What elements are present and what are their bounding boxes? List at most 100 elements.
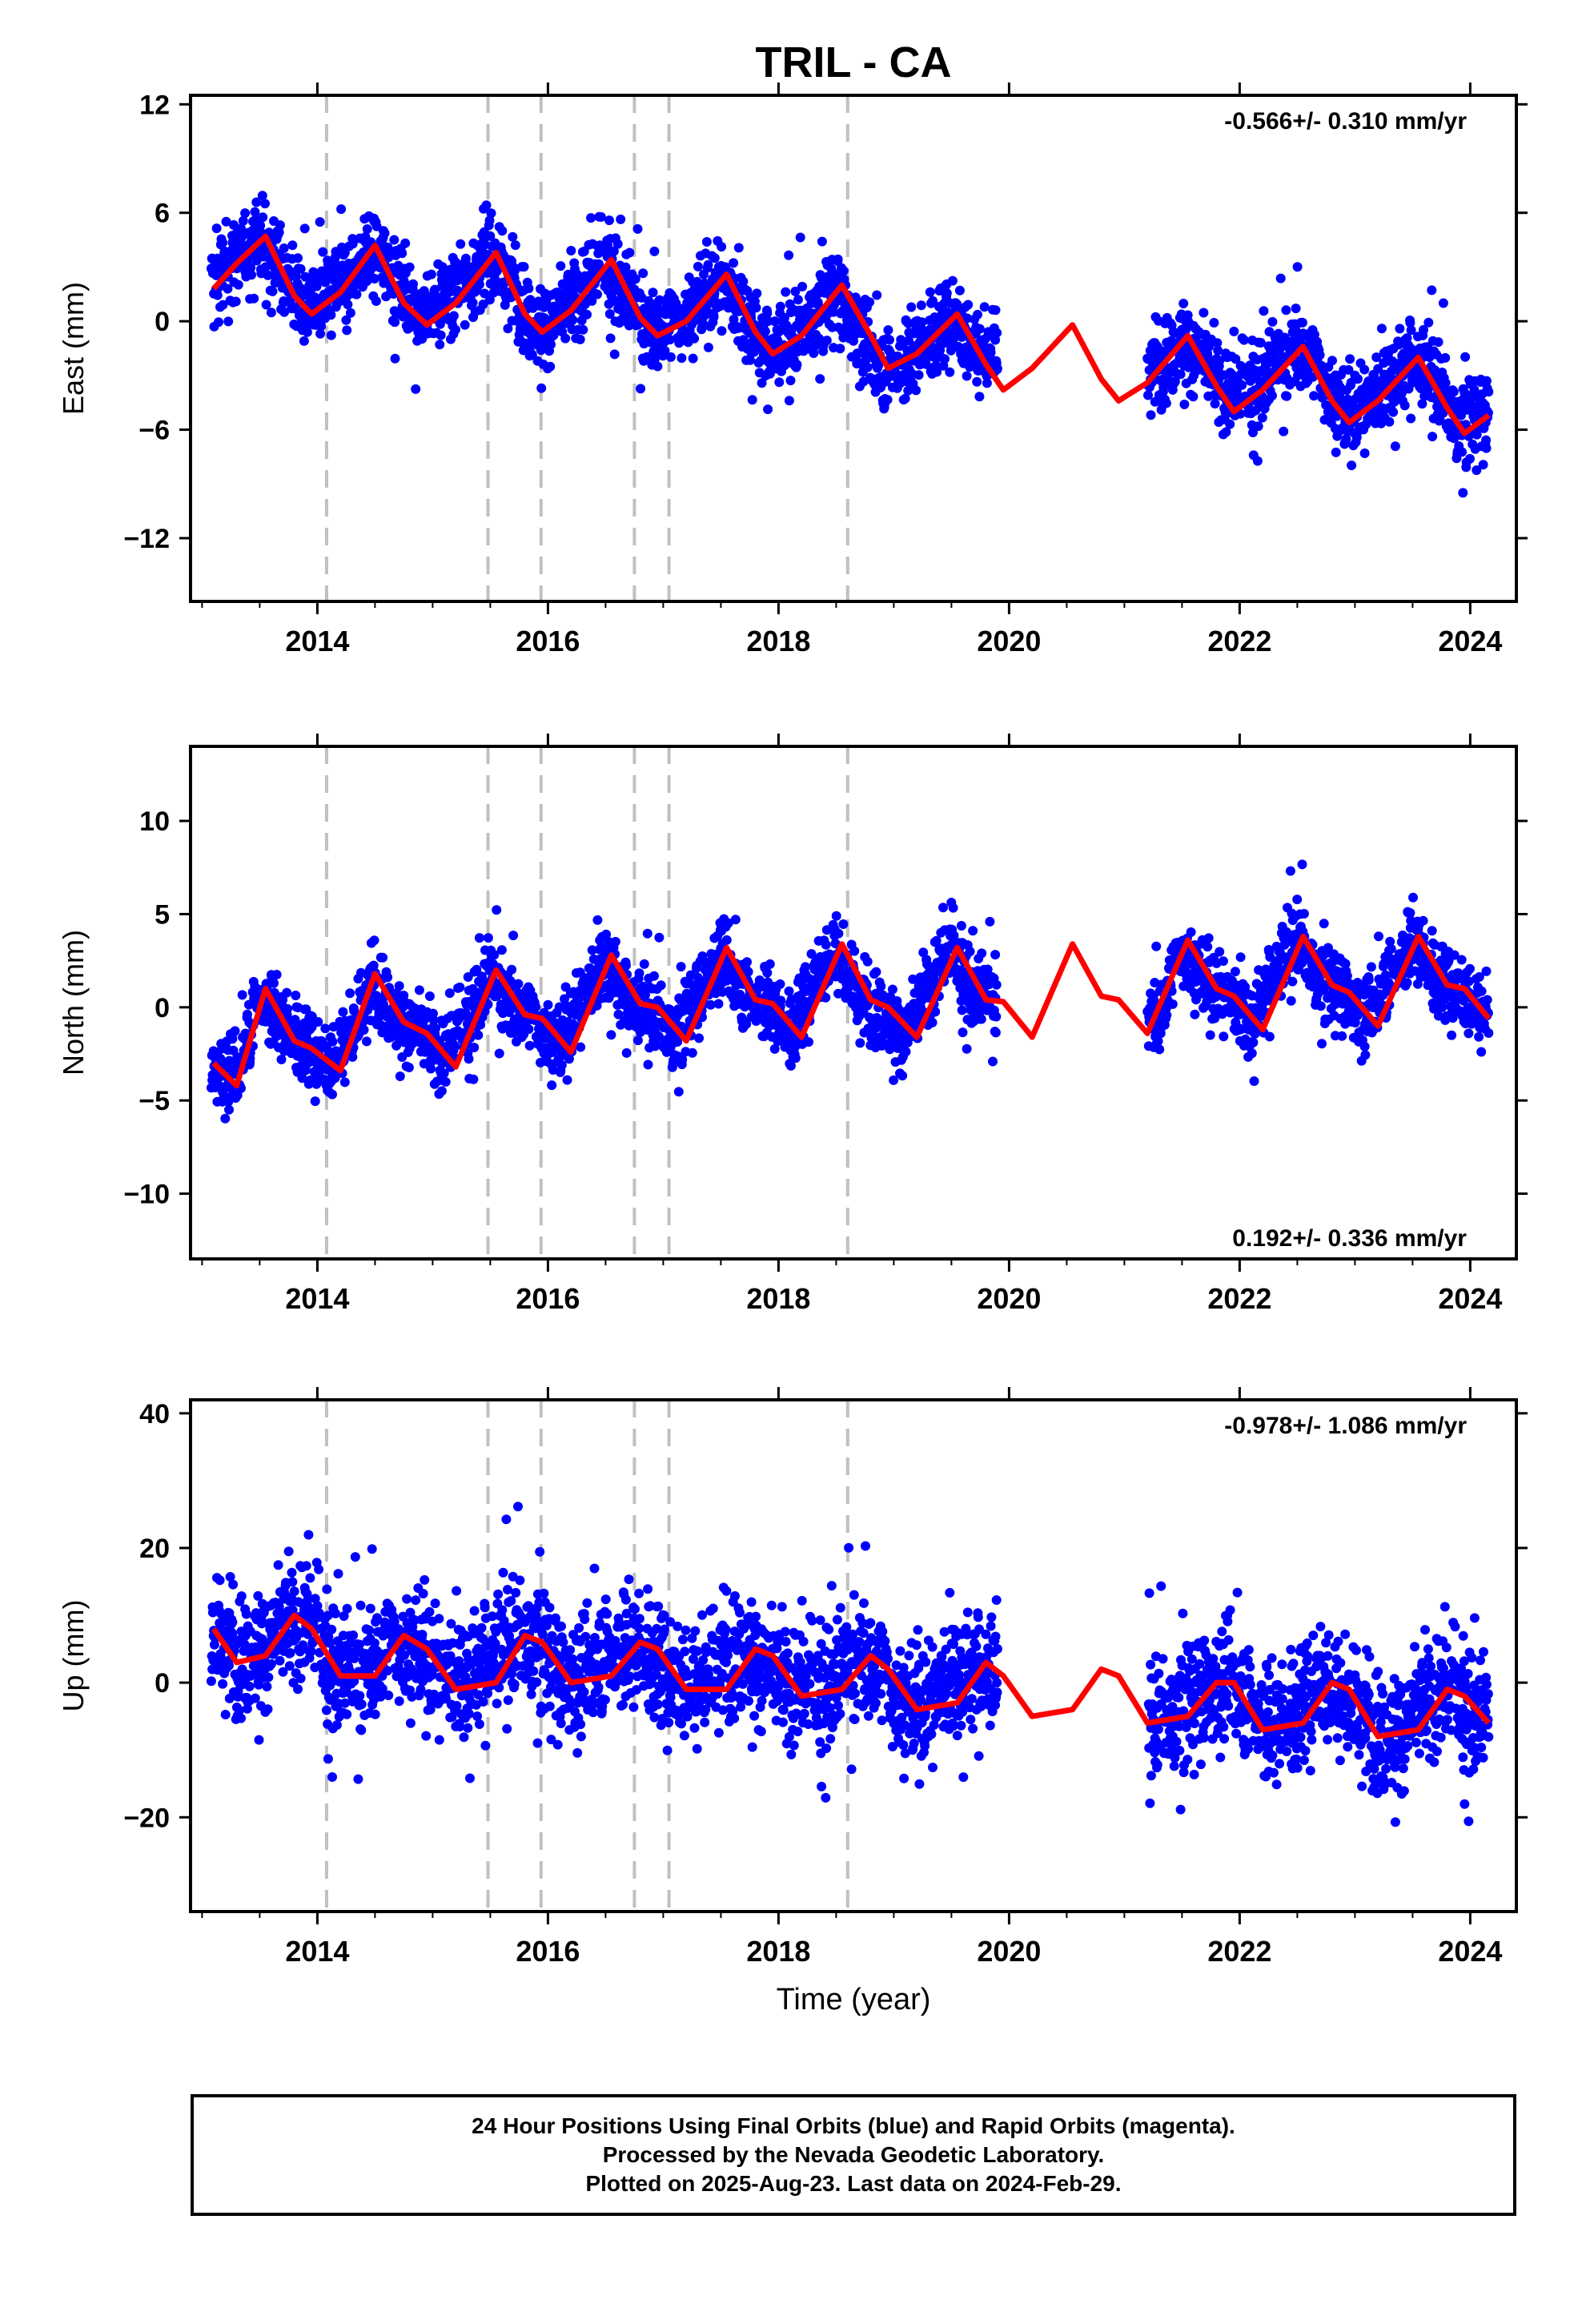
data-point xyxy=(1390,441,1400,452)
data-point xyxy=(897,1071,908,1081)
data-point xyxy=(751,303,761,313)
data-point xyxy=(489,950,500,960)
data-point xyxy=(524,283,534,294)
data-point xyxy=(769,1043,780,1054)
data-point xyxy=(362,224,372,234)
data-point xyxy=(1215,356,1225,365)
data-point xyxy=(1478,460,1488,470)
data-point xyxy=(336,204,347,215)
data-point xyxy=(300,1065,311,1076)
data-point xyxy=(469,1043,480,1052)
data-point xyxy=(930,1007,941,1017)
x-tick-label: 2022 xyxy=(1207,625,1271,657)
data-point xyxy=(760,326,770,336)
data-point xyxy=(676,962,686,972)
data-point xyxy=(1376,324,1387,334)
data-point xyxy=(793,295,803,305)
data-point xyxy=(642,928,652,939)
data-point xyxy=(1253,421,1263,432)
data-point xyxy=(620,960,631,971)
data-point xyxy=(790,286,801,296)
data-point xyxy=(223,283,233,294)
data-point xyxy=(389,235,400,245)
data-point xyxy=(1347,460,1357,471)
data-point xyxy=(694,1033,705,1043)
data-point xyxy=(721,975,732,986)
data-point xyxy=(632,223,643,234)
data-point xyxy=(1143,390,1153,400)
data-point xyxy=(974,324,985,334)
data-point xyxy=(1267,391,1277,400)
data-point xyxy=(784,250,794,260)
data-point xyxy=(821,939,831,950)
data-point xyxy=(483,933,493,943)
data-point xyxy=(345,988,355,999)
y-tick-label: −6 xyxy=(139,416,170,446)
data-point xyxy=(717,242,727,252)
data-point xyxy=(609,349,620,360)
data-point xyxy=(982,964,993,975)
data-point xyxy=(1419,324,1428,335)
data-point xyxy=(326,330,336,340)
data-point xyxy=(1282,391,1292,401)
data-point xyxy=(733,243,744,253)
data-point xyxy=(313,1017,323,1027)
data-point xyxy=(775,301,785,312)
data-point xyxy=(1170,376,1180,387)
x-tick-label: 2018 xyxy=(746,625,810,657)
data-point xyxy=(255,220,266,231)
data-point xyxy=(342,325,352,336)
data-point xyxy=(596,211,606,222)
data-point xyxy=(513,979,524,989)
data-point xyxy=(510,240,520,251)
data-point xyxy=(404,1063,414,1072)
data-point xyxy=(1427,285,1437,296)
data-point xyxy=(790,1042,800,1052)
data-point xyxy=(369,935,379,946)
data-point xyxy=(968,926,978,936)
data-point xyxy=(297,1073,307,1084)
data-point xyxy=(279,307,290,317)
data-point xyxy=(293,253,303,263)
data-point xyxy=(688,353,698,364)
data-point xyxy=(472,964,482,975)
data-point xyxy=(496,945,507,955)
data-point xyxy=(729,314,739,324)
data-point xyxy=(1456,410,1466,420)
y-tick-label: −12 xyxy=(123,524,170,554)
data-point xyxy=(386,1032,396,1043)
data-point xyxy=(1481,443,1492,453)
data-point xyxy=(630,274,640,284)
data-point xyxy=(1345,354,1355,364)
data-point xyxy=(1212,338,1223,348)
data-point xyxy=(806,949,817,959)
data-point xyxy=(601,929,612,939)
data-point xyxy=(1267,316,1278,327)
data-point xyxy=(543,999,553,1010)
data-point xyxy=(435,340,445,350)
data-point xyxy=(889,1075,899,1085)
data-point xyxy=(519,262,529,272)
data-point xyxy=(1405,318,1415,328)
data-point xyxy=(673,1036,683,1047)
data-point xyxy=(752,288,762,299)
data-point xyxy=(1427,432,1438,442)
data-point xyxy=(378,952,388,963)
data-point xyxy=(956,921,966,931)
data-point xyxy=(220,1113,231,1124)
data-point xyxy=(368,960,379,971)
data-point xyxy=(925,287,935,297)
axes-frame xyxy=(189,94,1518,603)
data-point xyxy=(566,246,576,255)
data-point xyxy=(343,300,353,310)
data-point xyxy=(1229,326,1239,336)
data-point xyxy=(371,296,381,306)
data-point xyxy=(250,207,260,217)
data-point xyxy=(315,328,325,339)
data-point xyxy=(261,300,271,310)
data-point xyxy=(977,948,987,959)
data-point xyxy=(1281,305,1291,316)
data-point xyxy=(1275,273,1286,283)
data-point xyxy=(769,316,780,327)
data-point xyxy=(302,327,312,337)
